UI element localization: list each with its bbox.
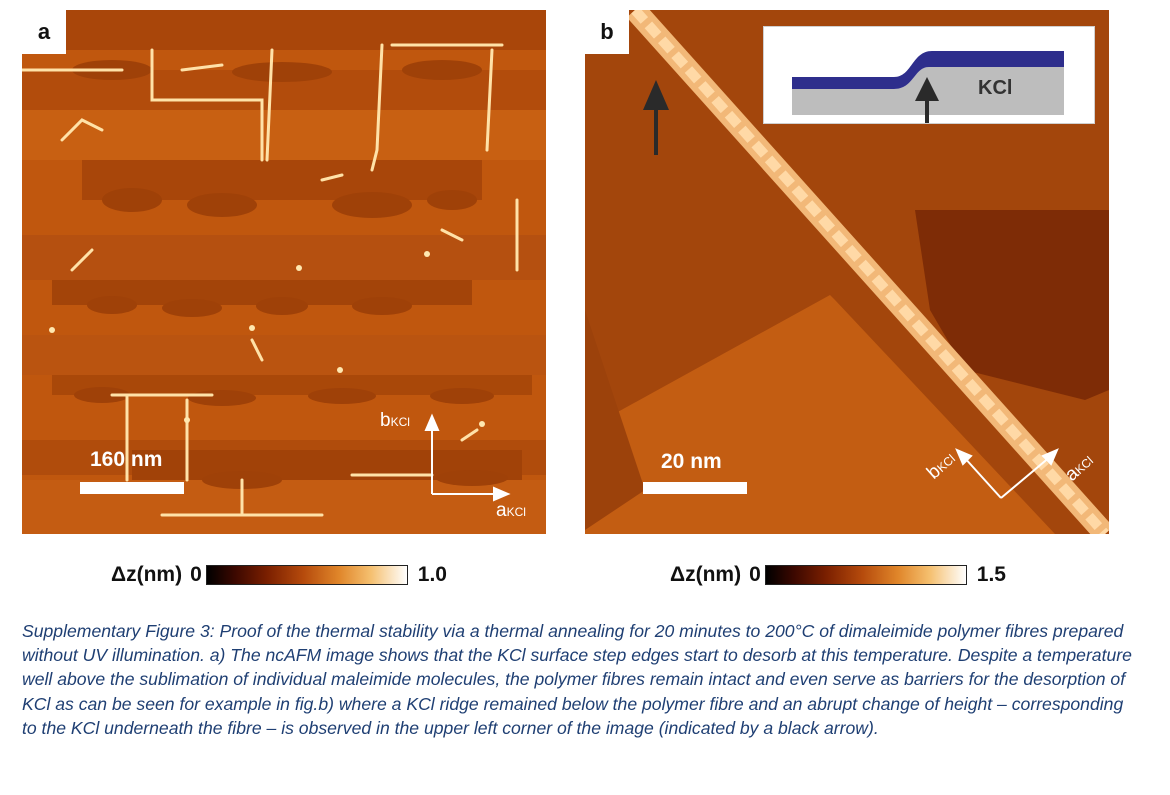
- axis-label-a-a: aKCl: [496, 500, 526, 521]
- black-arrow-b: [643, 80, 669, 155]
- schematic-inset: KCl: [763, 26, 1095, 169]
- colorbar-min-b: 0: [749, 563, 761, 586]
- inset-kcl-label: KCl: [978, 77, 1013, 99]
- colorbar-gradient-a: [205, 565, 408, 585]
- colorbar-max-a: 1.0: [417, 563, 447, 586]
- afm-topography-a: [22, 10, 546, 534]
- crystal-axes-a: [424, 413, 511, 502]
- scalebar-b: [643, 482, 747, 494]
- colorbar-min-a: 0: [190, 563, 202, 586]
- colorbar-label-b: Δz(nm): [670, 563, 742, 586]
- afm-image-a: a 160 nm bKCl aKCl: [22, 10, 546, 534]
- scalebar-label-a: 160 nm: [90, 448, 163, 471]
- scalebar-label-b: 20 nm: [661, 450, 722, 473]
- crystal-axes-b: [955, 448, 1059, 499]
- figure-caption: Supplementary Figure 3: Proof of the the…: [22, 621, 1132, 738]
- panel-label-a: a: [22, 10, 66, 54]
- colorbar-a: Δz(nm) 0 1.0: [111, 563, 447, 587]
- panel-label-b: b: [585, 10, 629, 54]
- step-schematic: [792, 51, 1064, 169]
- axis-label-b-a: bKCl: [380, 410, 410, 431]
- colorbar-gradient-b: [764, 565, 967, 585]
- afm-image-b: b KCl 20 nm bKCl aKCl: [585, 10, 1109, 534]
- colorbar-b: Δz(nm) 0 1.5: [670, 563, 1006, 587]
- scalebar-a: [80, 482, 184, 494]
- colorbar-label-a: Δz(nm): [111, 563, 183, 586]
- colorbar-max-b: 1.5: [976, 563, 1006, 586]
